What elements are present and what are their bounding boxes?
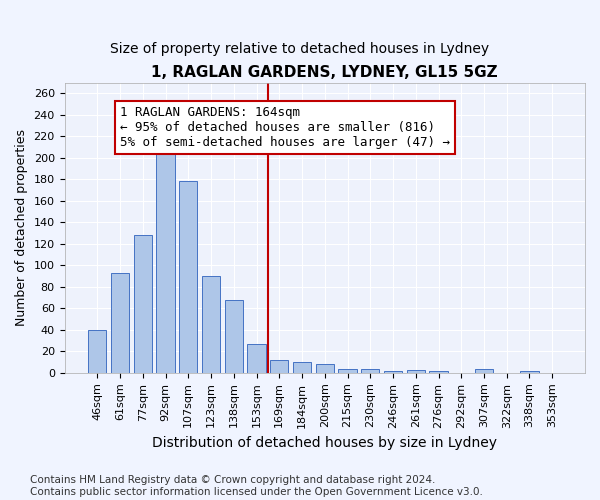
Bar [407, 370, 425, 373]
Bar [430, 370, 448, 373]
Bar [224, 300, 243, 373]
Text: Size of property relative to detached houses in Lydney: Size of property relative to detached ho… [110, 42, 490, 56]
Bar [338, 368, 356, 373]
X-axis label: Distribution of detached houses by size in Lydney: Distribution of detached houses by size … [152, 436, 497, 450]
Y-axis label: Number of detached properties: Number of detached properties [15, 129, 28, 326]
Bar [111, 273, 129, 373]
Bar [293, 362, 311, 373]
Bar [157, 152, 175, 373]
Bar [361, 368, 379, 373]
Bar [179, 182, 197, 373]
Bar [88, 330, 106, 373]
Bar [316, 364, 334, 373]
Bar [384, 370, 402, 373]
Bar [270, 360, 289, 373]
Bar [202, 276, 220, 373]
Title: 1, RAGLAN GARDENS, LYDNEY, GL15 5GZ: 1, RAGLAN GARDENS, LYDNEY, GL15 5GZ [151, 65, 498, 80]
Text: 1 RAGLAN GARDENS: 164sqm
← 95% of detached houses are smaller (816)
5% of semi-d: 1 RAGLAN GARDENS: 164sqm ← 95% of detach… [120, 106, 450, 149]
Bar [475, 368, 493, 373]
Bar [134, 235, 152, 373]
Bar [520, 370, 539, 373]
Text: Contains HM Land Registry data © Crown copyright and database right 2024.
Contai: Contains HM Land Registry data © Crown c… [30, 476, 483, 497]
Bar [247, 344, 266, 373]
